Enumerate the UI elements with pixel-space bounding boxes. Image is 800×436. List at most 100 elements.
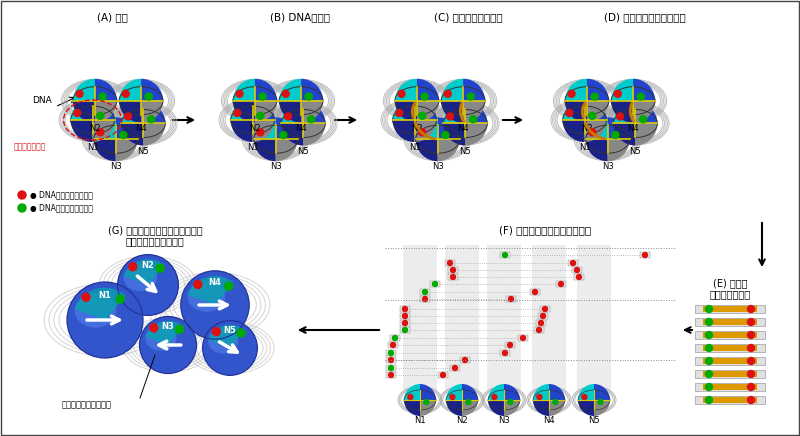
Wedge shape <box>562 120 585 142</box>
Circle shape <box>418 112 426 119</box>
Wedge shape <box>230 98 253 120</box>
Circle shape <box>202 320 258 375</box>
Bar <box>400 306 410 312</box>
Wedge shape <box>404 384 420 400</box>
Wedge shape <box>143 102 166 123</box>
Wedge shape <box>95 79 117 101</box>
Wedge shape <box>417 101 439 123</box>
Bar <box>500 350 510 356</box>
Wedge shape <box>417 79 439 101</box>
Circle shape <box>509 296 514 302</box>
Text: N1: N1 <box>414 416 426 425</box>
Wedge shape <box>141 101 163 123</box>
Circle shape <box>82 293 90 301</box>
Circle shape <box>236 90 243 97</box>
Circle shape <box>537 327 542 333</box>
Circle shape <box>441 372 446 378</box>
Bar <box>505 342 515 348</box>
Circle shape <box>97 129 104 136</box>
Ellipse shape <box>146 325 177 351</box>
Text: N3: N3 <box>432 162 443 171</box>
Text: N4: N4 <box>135 124 147 133</box>
Text: N5: N5 <box>459 146 471 156</box>
Circle shape <box>450 395 455 399</box>
Wedge shape <box>578 384 594 400</box>
Circle shape <box>521 335 526 341</box>
Circle shape <box>614 90 622 97</box>
Circle shape <box>570 260 575 266</box>
Circle shape <box>446 113 454 120</box>
Text: N2: N2 <box>411 124 422 133</box>
Circle shape <box>747 384 754 391</box>
Circle shape <box>308 116 314 123</box>
Wedge shape <box>585 98 606 120</box>
Text: N3: N3 <box>270 162 282 171</box>
Circle shape <box>582 395 587 399</box>
Text: N1: N1 <box>98 291 111 300</box>
Wedge shape <box>70 120 93 142</box>
Ellipse shape <box>119 87 163 115</box>
Bar <box>487 245 521 390</box>
Wedge shape <box>254 117 276 139</box>
Wedge shape <box>276 117 298 139</box>
Circle shape <box>466 399 471 405</box>
Bar <box>577 245 611 390</box>
Wedge shape <box>146 321 183 345</box>
Bar <box>695 357 765 365</box>
Wedge shape <box>255 79 277 101</box>
Wedge shape <box>94 139 116 161</box>
Circle shape <box>422 290 427 294</box>
Bar <box>386 365 396 371</box>
Text: N3: N3 <box>602 162 614 171</box>
Circle shape <box>642 252 647 258</box>
Circle shape <box>67 282 143 358</box>
Wedge shape <box>635 102 658 123</box>
Circle shape <box>638 93 644 100</box>
Circle shape <box>450 268 455 272</box>
Circle shape <box>537 395 542 399</box>
Circle shape <box>706 358 713 364</box>
Circle shape <box>175 325 183 334</box>
Wedge shape <box>504 400 520 416</box>
Circle shape <box>577 275 582 279</box>
Circle shape <box>640 116 646 123</box>
Circle shape <box>467 93 474 100</box>
Ellipse shape <box>611 87 655 115</box>
Text: N4: N4 <box>458 124 469 133</box>
Bar <box>695 383 765 391</box>
Wedge shape <box>463 101 485 123</box>
Text: N3: N3 <box>498 416 510 425</box>
Ellipse shape <box>533 390 565 410</box>
Bar <box>445 245 479 390</box>
Circle shape <box>421 93 428 100</box>
Bar <box>540 306 550 312</box>
Bar <box>703 397 757 403</box>
Wedge shape <box>443 102 466 123</box>
Ellipse shape <box>279 87 323 115</box>
Circle shape <box>306 93 312 100</box>
Bar <box>438 372 448 378</box>
Bar <box>572 267 582 273</box>
Circle shape <box>282 90 290 97</box>
Wedge shape <box>279 79 301 101</box>
Circle shape <box>146 93 152 100</box>
Text: N2: N2 <box>456 416 468 425</box>
Circle shape <box>574 268 579 272</box>
Bar <box>532 245 566 390</box>
Text: (E) 精製と
ゲノム配列解読: (E) 精製と ゲノム配列解読 <box>710 278 750 300</box>
Wedge shape <box>446 400 462 416</box>
Wedge shape <box>587 101 609 123</box>
Bar <box>445 260 455 266</box>
Wedge shape <box>70 98 93 120</box>
Circle shape <box>408 395 413 399</box>
Circle shape <box>747 371 754 378</box>
Wedge shape <box>586 139 608 161</box>
Ellipse shape <box>124 264 157 291</box>
Wedge shape <box>188 276 234 305</box>
Circle shape <box>257 112 264 119</box>
Circle shape <box>591 93 598 100</box>
Bar <box>386 357 396 363</box>
Wedge shape <box>446 384 462 400</box>
Ellipse shape <box>282 109 326 137</box>
Bar <box>695 305 765 313</box>
